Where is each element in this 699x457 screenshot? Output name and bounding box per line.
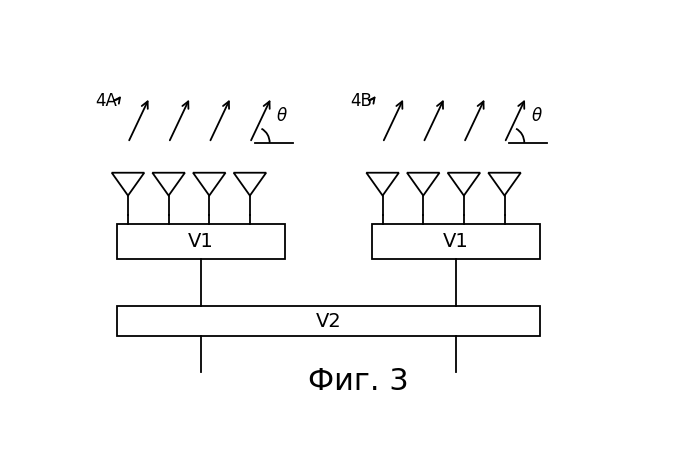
Text: Фиг. 3: Фиг. 3 [308, 367, 409, 396]
Text: V1: V1 [188, 232, 214, 251]
Text: 4A: 4A [96, 92, 117, 110]
Bar [117, 307, 540, 336]
Bar [372, 224, 540, 259]
Text: V2: V2 [315, 312, 341, 331]
Bar [117, 224, 285, 259]
Text: V1: V1 [443, 232, 468, 251]
Text: 4B: 4B [350, 92, 372, 110]
Text: θ: θ [277, 107, 287, 125]
Text: θ: θ [532, 107, 542, 125]
